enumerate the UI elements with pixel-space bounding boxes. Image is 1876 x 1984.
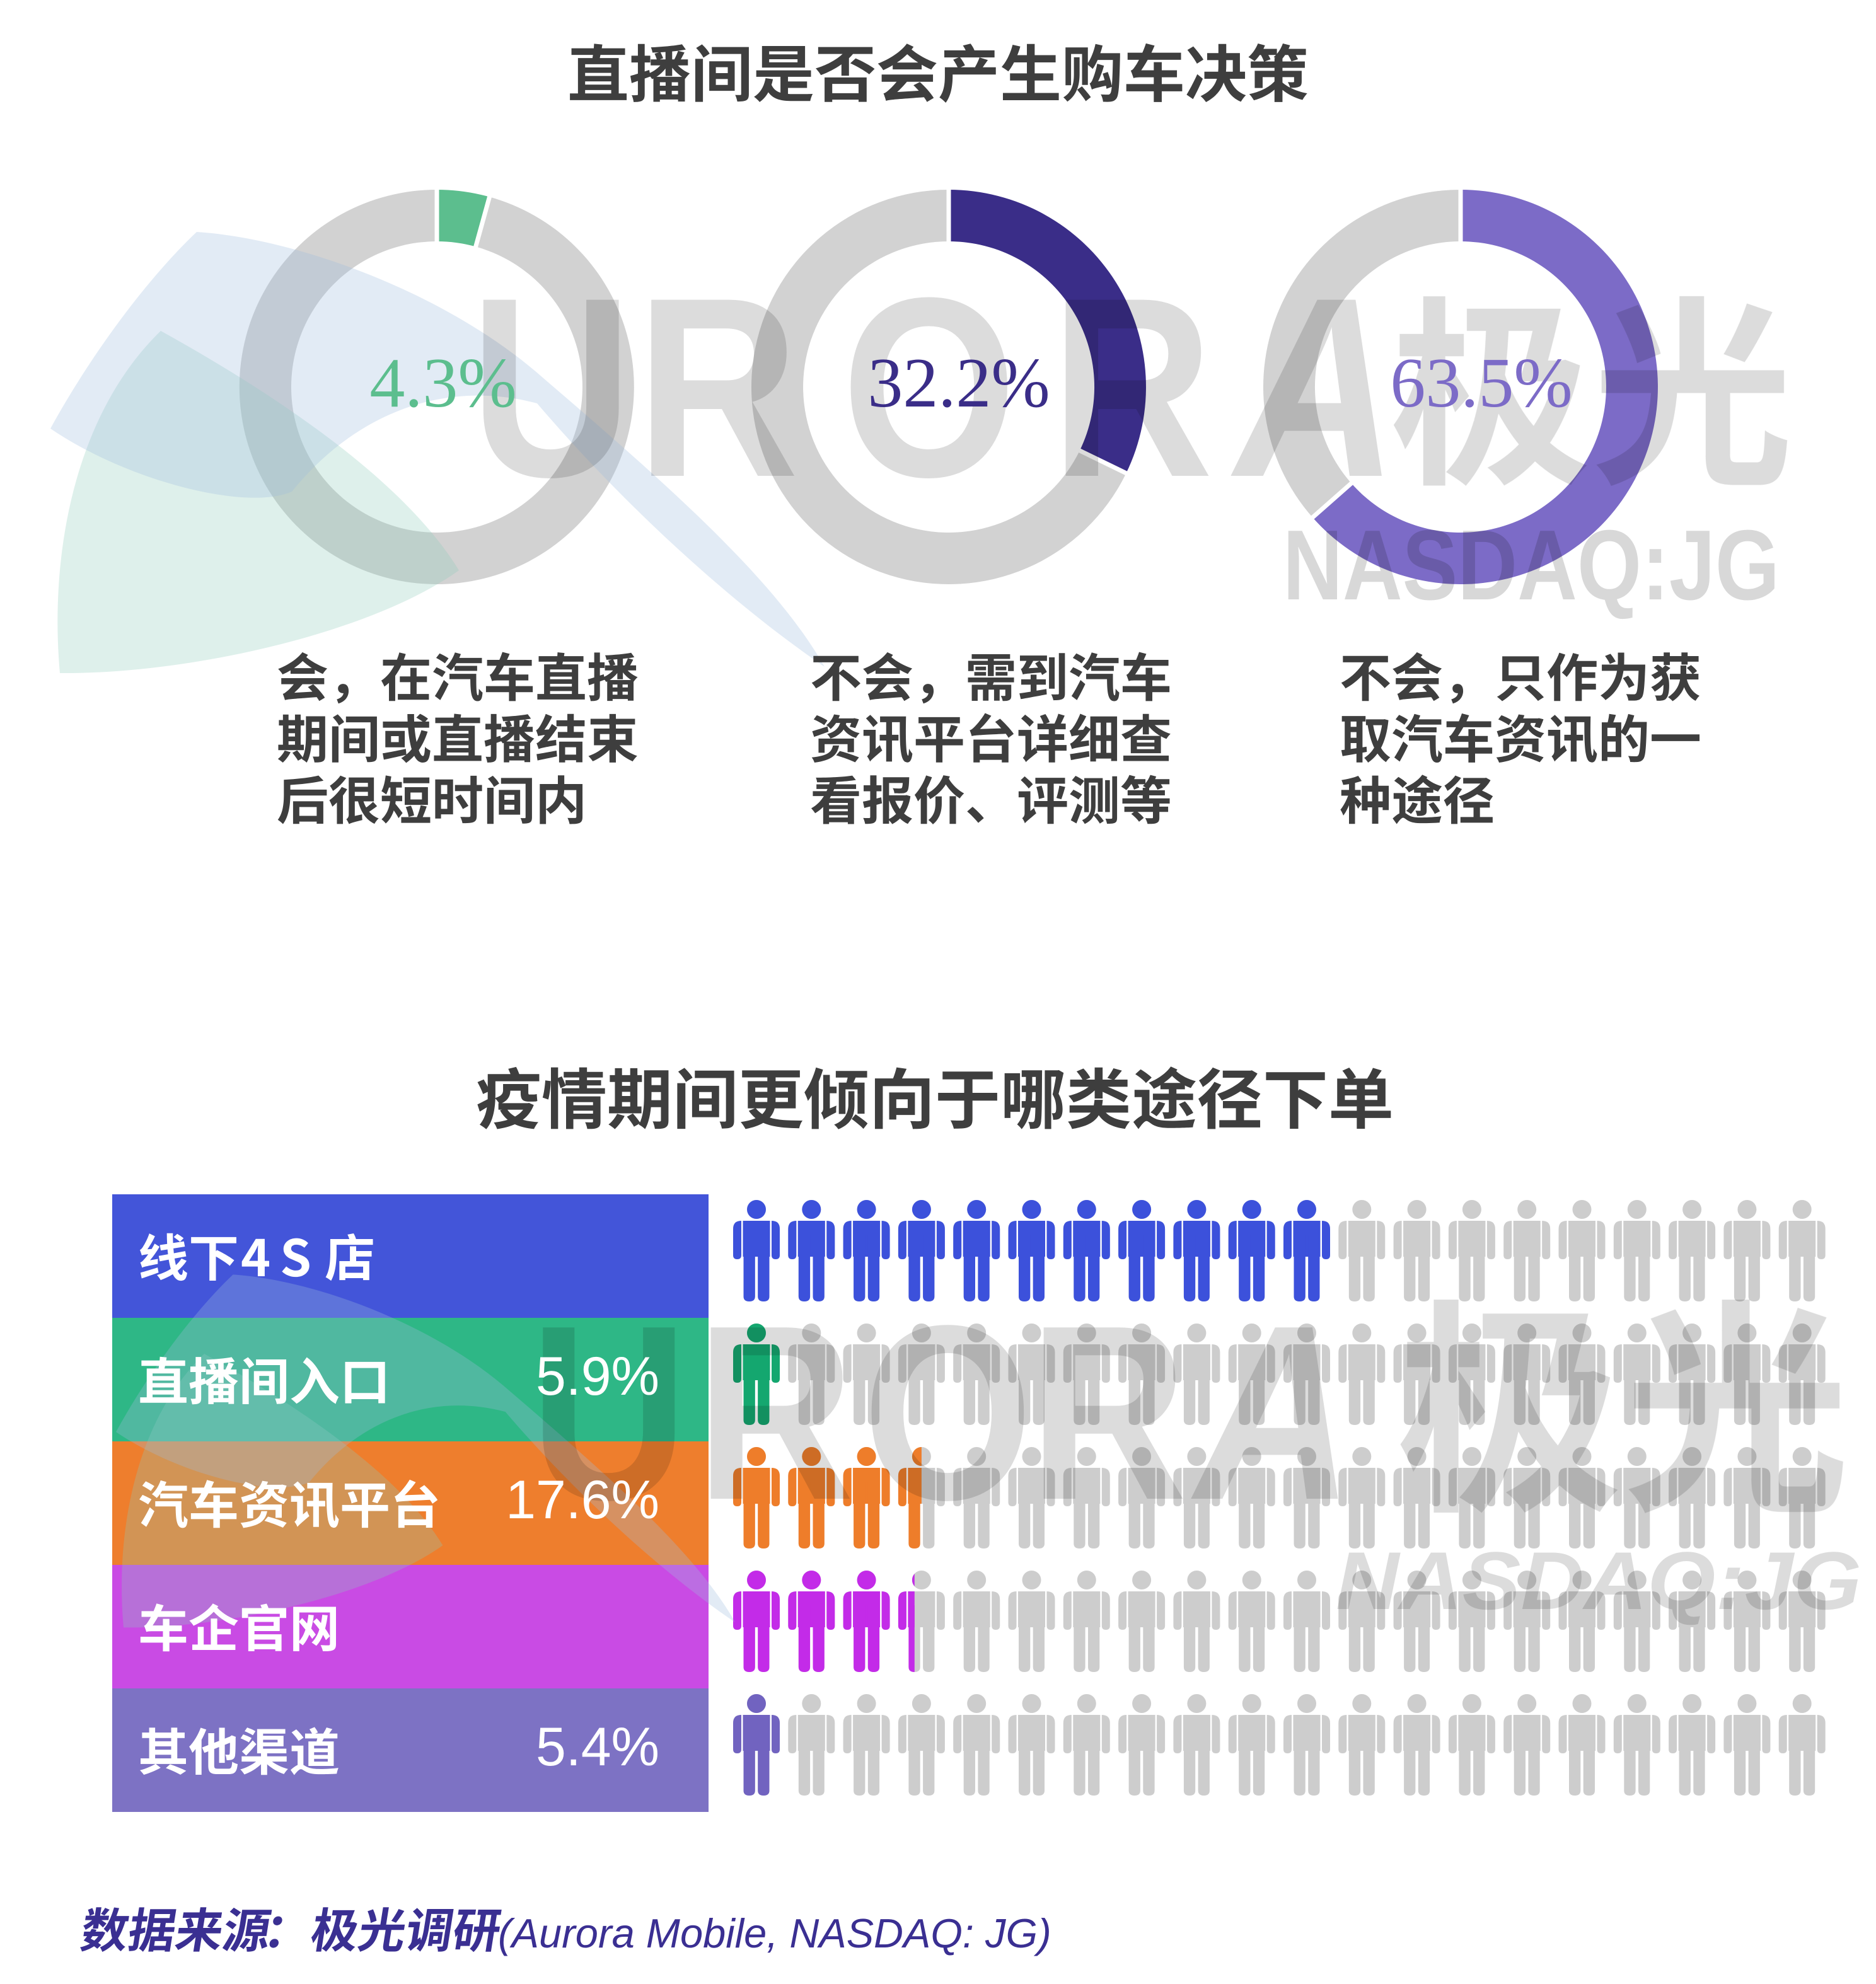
svg-text:(Aurora Mobile, NASDAQ: JG): (Aurora Mobile, NASDAQ: JG) xyxy=(498,1910,1051,1956)
svg-text:5.9%: 5.9% xyxy=(536,1346,659,1407)
svg-text:A: A xyxy=(1189,1273,1354,1552)
svg-text:63.5%: 63.5% xyxy=(1390,344,1572,422)
svg-text:NASDAQ:JG: NASDAQ:JG xyxy=(1336,1535,1862,1627)
svg-text:32.2%: 32.2% xyxy=(867,344,1050,422)
svg-text:U: U xyxy=(470,245,632,531)
svg-text:17.6%: 17.6% xyxy=(506,1470,659,1530)
svg-text:U: U xyxy=(530,1273,688,1552)
svg-text:O: O xyxy=(862,1273,1033,1552)
svg-text:5.4%: 5.4% xyxy=(536,1717,659,1777)
svg-text:R: R xyxy=(636,245,799,531)
svg-text:NASDAQ:JG: NASDAQ:JG xyxy=(1283,510,1780,621)
svg-text:R: R xyxy=(1029,1273,1187,1552)
svg-text:O: O xyxy=(842,245,1017,531)
svg-text:A: A xyxy=(1229,245,1398,531)
svg-text:R: R xyxy=(1051,245,1213,531)
svg-text:R: R xyxy=(696,1273,854,1552)
svg-text:4.3%: 4.3% xyxy=(369,344,516,422)
